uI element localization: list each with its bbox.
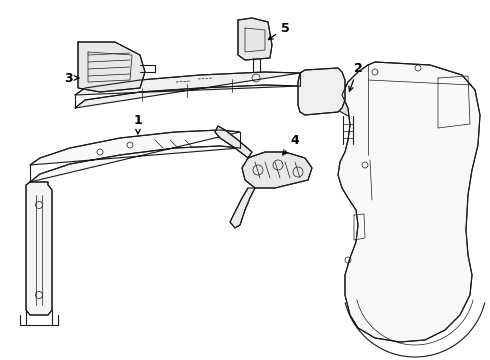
Polygon shape [26,182,52,315]
Polygon shape [230,188,255,228]
Text: 4: 4 [283,134,299,155]
Polygon shape [242,152,312,188]
Polygon shape [338,62,480,342]
Polygon shape [336,88,360,116]
Polygon shape [238,18,272,60]
Text: 3: 3 [64,72,79,85]
Text: 1: 1 [134,113,143,134]
Text: 5: 5 [269,22,290,40]
Polygon shape [78,42,145,92]
Polygon shape [75,72,300,108]
Polygon shape [215,126,252,158]
Polygon shape [298,68,345,115]
Text: 2: 2 [349,62,363,91]
Polygon shape [30,130,240,182]
